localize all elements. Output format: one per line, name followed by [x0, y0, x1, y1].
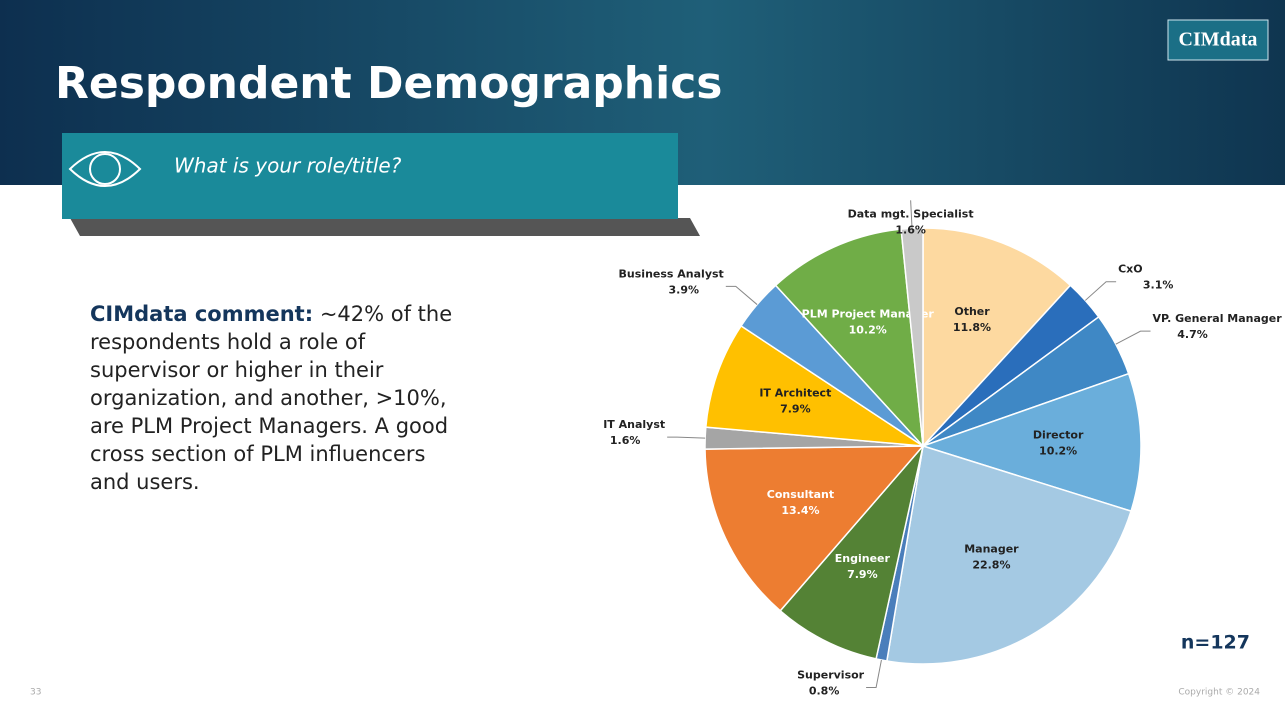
slide-title: Respondent Demographics — [55, 58, 722, 109]
question: What is your role/title? — [174, 154, 402, 178]
leader-line — [1084, 281, 1117, 301]
slice-label: Other — [954, 305, 990, 318]
slice-label: Supervisor — [797, 668, 865, 681]
slice-label: Consultant — [767, 488, 834, 501]
slice-value: 7.9% — [780, 403, 811, 416]
slice-label: Business Analyst — [619, 267, 724, 280]
comment-body: ~42% of the respondents hold a role of s… — [90, 302, 453, 494]
slice-value: 3.1% — [1143, 279, 1174, 292]
slice-label: PLM Project Manager — [802, 308, 935, 321]
logo-box — [1167, 19, 1269, 61]
comment: CIMdata comment: ~42% of the respondents… — [90, 300, 470, 496]
pie-slice — [774, 228, 924, 449]
logo: CIMdata — [1179, 29, 1258, 51]
slice-value: 22.8% — [972, 558, 1010, 571]
leader-line — [667, 436, 706, 439]
pie-slice — [779, 445, 924, 660]
slice-label: Manager — [964, 542, 1019, 555]
pie-slice — [885, 445, 1132, 665]
slice-value: 10.2% — [1039, 445, 1077, 458]
leader-line — [910, 200, 913, 229]
slice-value: 13.4% — [781, 504, 819, 517]
slice-label: Engineer — [835, 552, 891, 565]
pie-slice — [705, 324, 924, 447]
slice-label: CxO — [1118, 263, 1143, 276]
slice-value: 1.6% — [610, 434, 641, 447]
slice-label: IT Architect — [759, 387, 831, 400]
pie-slice — [704, 445, 925, 612]
slice-label: Data mgt. Specialist — [848, 207, 974, 220]
slice-value: 7.9% — [847, 568, 878, 581]
slice-value: 0.8% — [809, 684, 840, 697]
page-number: 33 — [30, 688, 41, 698]
eye-icon — [68, 151, 142, 187]
slice-value: 10.2% — [849, 324, 887, 337]
pie-slice — [900, 227, 924, 447]
question-box — [62, 133, 678, 219]
leader-line — [725, 285, 758, 305]
comment-lead: CIMdata comment: — [90, 302, 314, 326]
slice-label: IT Analyst — [603, 418, 665, 431]
slice-label: Director — [1033, 429, 1084, 442]
slice-value: 3.9% — [669, 283, 700, 296]
leader-line — [1115, 330, 1151, 345]
leader-line — [866, 659, 882, 688]
eye-iris — [89, 153, 121, 185]
slice-label: VP. General Manager — [1153, 312, 1283, 325]
copyright: Copyright © 2024 — [1178, 688, 1260, 698]
question-shadow — [70, 218, 700, 236]
pie-slice — [920, 372, 1142, 513]
pie-slice — [922, 227, 1072, 448]
slice-value: 1.6% — [895, 223, 926, 236]
slice-value: 11.8% — [953, 321, 991, 334]
slice-value: 4.7% — [1177, 328, 1208, 341]
sample-size: n=127 — [1181, 632, 1250, 654]
